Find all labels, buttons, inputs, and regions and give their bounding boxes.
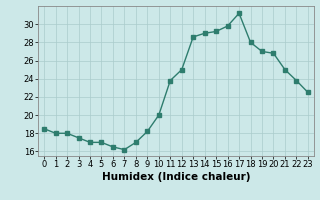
X-axis label: Humidex (Indice chaleur): Humidex (Indice chaleur): [102, 172, 250, 182]
